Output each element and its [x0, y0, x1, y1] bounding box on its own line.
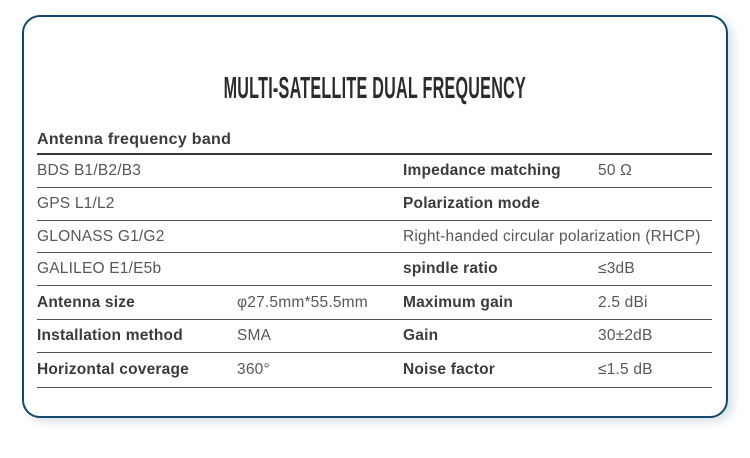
spec-value: φ27.5mm*55.5mm: [237, 293, 368, 311]
spec-value: 2.5 dBi: [598, 293, 648, 311]
spec-label: Gain: [403, 327, 439, 344]
table-row: GPS L1/L2 Polarization mode: [37, 188, 712, 221]
spec-value: ≤1.5 dB: [598, 361, 653, 378]
spec-label: Noise factor: [403, 361, 495, 378]
spec-label: Impedance matching: [403, 162, 561, 179]
spec-value: Right-handed circular polarization (RHCP…: [403, 227, 701, 245]
spec-label: Horizontal coverage: [37, 361, 189, 378]
spec-value: 50 Ω: [598, 162, 632, 179]
spec-value: ≤3dB: [598, 260, 635, 277]
table-header-row: Antenna frequency band: [37, 126, 712, 155]
table-row: GLONASS G1/G2 Right-handed circular pola…: [37, 221, 712, 253]
table-row: GALILEO E1/E5b spindle ratio ≤3dB: [37, 253, 712, 286]
table-row: BDS B1/B2/B3 Impedance matching 50 Ω: [37, 155, 712, 188]
spec-value: 30±2dB: [598, 327, 653, 344]
page-title: MULTI-SATELLITE DUAL FREQUENCY: [24, 70, 726, 106]
spec-label: Installation method: [37, 327, 183, 344]
spec-table: Antenna frequency band BDS B1/B2/B3 Impe…: [37, 126, 712, 388]
spec-label: spindle ratio: [403, 260, 498, 277]
spec-label: Maximum gain: [403, 293, 514, 311]
spec-label: Antenna size: [37, 293, 136, 311]
table-row: Horizontal coverage 360° Noise factor ≤1…: [37, 353, 712, 388]
spec-label: Polarization mode: [403, 195, 540, 212]
page-title-text: MULTI-SATELLITE DUAL FREQUENCY: [223, 70, 527, 105]
spec-card: MULTI-SATELLITE DUAL FREQUENCY Antenna f…: [22, 15, 728, 418]
table-row: Installation method SMA Gain 30±2dB: [37, 320, 712, 353]
spec-label: GLONASS G1/G2: [37, 227, 165, 245]
spec-value: 360°: [237, 361, 270, 378]
spec-value: SMA: [237, 327, 272, 344]
spec-label: BDS B1/B2/B3: [37, 162, 142, 179]
table-header-label: Antenna frequency band: [37, 131, 232, 148]
spec-label: GPS L1/L2: [37, 195, 115, 212]
spec-label: GALILEO E1/E5b: [37, 260, 162, 277]
table-row: Antenna size φ27.5mm*55.5mm Maximum gain…: [37, 286, 712, 320]
